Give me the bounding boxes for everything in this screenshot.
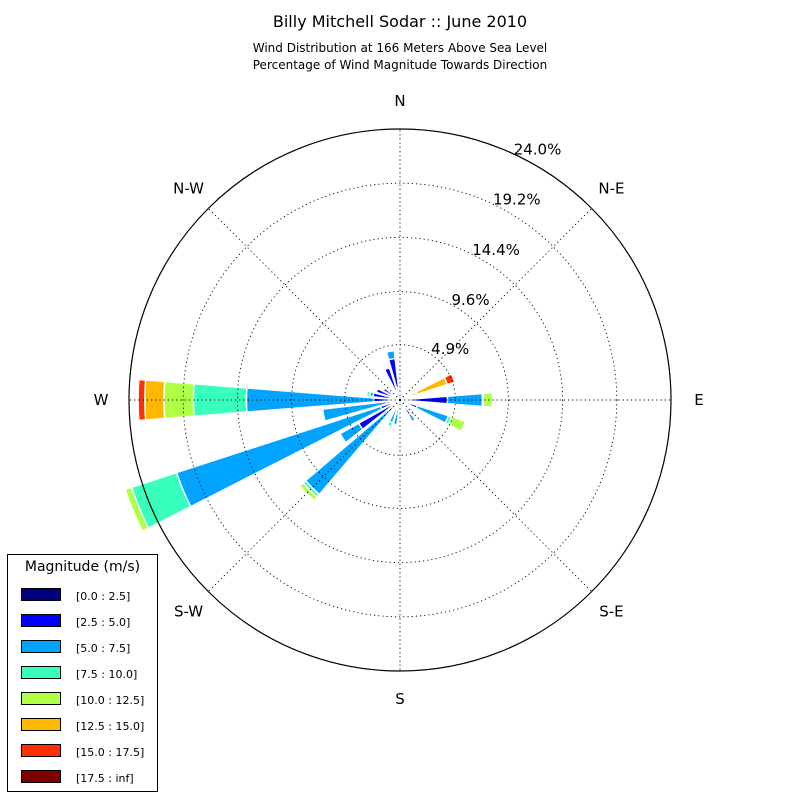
wind-rose-bars — [124, 349, 494, 532]
chart-title: Billy Mitchell Sodar :: June 2010 — [272, 12, 528, 31]
bar-247.5-bin-1 — [379, 399, 401, 410]
legend-title: Magnitude (m/s) — [24, 559, 141, 575]
radial-tick-label-3: 19.2% — [493, 191, 541, 209]
legend-swatch — [21, 640, 61, 653]
legend-label: [5.0 : 7.5] — [76, 642, 131, 655]
radial-tick-label-0: 4.9% — [431, 340, 469, 358]
bar-337.5-bin-1 — [383, 367, 401, 401]
legend-label: [12.5 : 15.0] — [76, 720, 145, 733]
bar-247.5-bin-2 — [175, 399, 401, 508]
radial-tick-label-2: 14.4% — [472, 241, 520, 259]
grid-ring-3 — [182, 182, 618, 618]
direction-label-N: N — [394, 92, 405, 110]
direction-label-S-W: S-W — [174, 602, 203, 620]
direction-label-S-E: S-E — [599, 602, 623, 620]
grid-spoke-S-W — [208, 399, 401, 592]
chart-subtitle-line-2: Percentage of Wind Magnitude Towards Dir… — [252, 58, 548, 72]
direction-label-N-W: N-W — [173, 180, 204, 198]
direction-label-N-E: N-E — [598, 180, 624, 198]
bar-236.25-bin-1 — [357, 399, 401, 431]
grid-ring-1 — [291, 291, 509, 509]
direction-label-E: E — [694, 391, 703, 409]
legend-swatch — [21, 744, 61, 757]
direction-label-S: S — [395, 690, 405, 708]
legend-label: [2.5 : 5.0] — [76, 616, 131, 629]
legend-label: [15.0 : 17.5] — [76, 746, 145, 759]
axis-labels: N N-E E S-E S S-W W N-W 4.9% 9.6% 14.4% 19.2% 24.0% — [94, 92, 704, 708]
bar-348.75-bin-0 — [395, 386, 401, 401]
grid-spoke-N-W — [208, 208, 401, 401]
legend: Magnitude (m/s) [0.0 : 2.5] [2.5 : 5.0] [5… — [7, 554, 158, 792]
grid-spoke-S-E — [399, 399, 592, 592]
chart-subtitle-line-1: Wind Distribution at 166 Meters Above Se… — [252, 41, 548, 55]
legend-label: [0.0 : 2.5] — [76, 590, 131, 603]
grid-spoke-N-E — [399, 208, 592, 401]
direction-label-W: W — [94, 391, 109, 409]
legend-label: [7.5 : 10.0] — [76, 668, 138, 681]
legend-swatch — [21, 692, 61, 705]
bar-225-bin-2 — [304, 399, 401, 496]
polar-grid — [128, 128, 672, 672]
outer-ring — [128, 128, 672, 672]
radial-tick-label-4: 24.0% — [514, 141, 562, 159]
bar-90-bin-1 — [399, 395, 449, 405]
legend-swatch — [21, 588, 61, 601]
bar-258.75-bin-2 — [321, 399, 401, 422]
legend-swatch — [21, 666, 61, 679]
legend-label: [17.5 : inf] — [76, 772, 134, 785]
grid-ring-2 — [236, 236, 564, 564]
radial-tick-label-1: 9.6% — [451, 291, 489, 309]
legend-swatch — [21, 770, 61, 783]
legend-swatch — [21, 718, 61, 731]
legend-swatch — [21, 614, 61, 627]
legend-label: [10.0 : 12.5] — [76, 694, 145, 707]
